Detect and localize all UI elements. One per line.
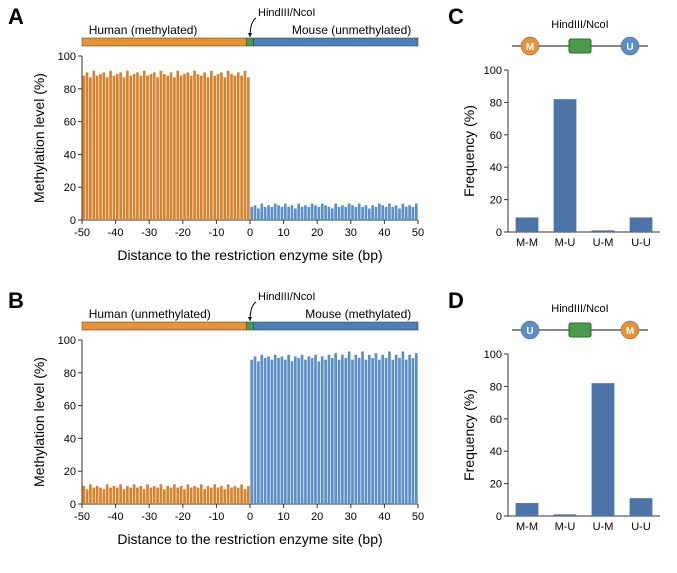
svg-text:U: U [626, 42, 633, 53]
svg-text:40: 40 [490, 162, 502, 174]
svg-text:0: 0 [247, 227, 253, 239]
svg-text:-30: -30 [141, 227, 157, 239]
svg-text:-50: -50 [74, 511, 90, 523]
svg-text:U-U: U-U [631, 237, 651, 249]
svg-text:Mouse (unmethylated): Mouse (unmethylated) [292, 23, 411, 37]
svg-text:Distance to the restriction en: Distance to the restriction enzyme site … [117, 531, 382, 547]
svg-text:30: 30 [345, 511, 357, 523]
svg-text:20: 20 [311, 511, 323, 523]
svg-text:80: 80 [490, 97, 502, 109]
svg-text:100: 100 [58, 335, 76, 347]
svg-text:-20: -20 [175, 511, 191, 523]
svg-text:M: M [526, 42, 534, 53]
svg-text:-40: -40 [108, 511, 124, 523]
svg-text:40: 40 [490, 446, 502, 458]
svg-text:80: 80 [64, 84, 76, 96]
svg-text:Frequency (%): Frequency (%) [461, 389, 477, 481]
svg-text:-10: -10 [208, 511, 224, 523]
svg-text:20: 20 [490, 479, 502, 491]
svg-text:Distance to the restriction en: Distance to the restriction enzyme site … [117, 247, 382, 263]
svg-text:60: 60 [490, 130, 502, 142]
svg-text:M-M: M-M [516, 521, 538, 533]
svg-text:40: 40 [64, 433, 76, 445]
svg-text:HindIII/NcoI: HindIII/NcoI [258, 292, 315, 303]
panel-a-chart: Human (methylated) Mouse (unmethylated) Hi… [28, 8, 428, 268]
svg-text:40: 40 [378, 511, 390, 523]
svg-text:20: 20 [64, 182, 76, 194]
svg-text:-50: -50 [74, 227, 90, 239]
svg-text:-30: -30 [141, 511, 157, 523]
svg-text:0: 0 [247, 511, 253, 523]
svg-text:40: 40 [64, 149, 76, 161]
svg-text:HindIII/NcoI: HindIII/NcoI [551, 303, 608, 315]
panel-b-chart: Human (unmethylated) Mouse (methylated) Hi… [28, 292, 428, 552]
panel-a-label: A [8, 4, 24, 30]
svg-text:100: 100 [58, 51, 76, 63]
panel-c-chart: HindIII/NcoI M U 0 20 40 60 80 100 M-M M-U U-M U-U Fr… [460, 8, 670, 268]
svg-text:Human (unmethylated): Human (unmethylated) [89, 307, 211, 321]
svg-text:30: 30 [345, 227, 357, 239]
svg-text:Frequency (%): Frequency (%) [461, 105, 477, 197]
svg-text:100: 100 [484, 349, 502, 361]
svg-text:50: 50 [412, 511, 424, 523]
svg-text:60: 60 [64, 401, 76, 413]
svg-text:U-M: U-M [593, 521, 614, 533]
svg-text:M-U: M-U [555, 237, 576, 249]
svg-text:0: 0 [496, 227, 502, 239]
svg-text:HindIII/NcoI: HindIII/NcoI [551, 19, 608, 31]
svg-text:10: 10 [277, 511, 289, 523]
svg-text:Mouse (methylated): Mouse (methylated) [305, 307, 411, 321]
svg-text:-20: -20 [175, 227, 191, 239]
svg-text:0: 0 [496, 511, 502, 523]
svg-text:U-U: U-U [631, 521, 651, 533]
svg-text:0: 0 [70, 499, 76, 511]
svg-text:50: 50 [412, 227, 424, 239]
svg-text:Methylation level (%): Methylation level (%) [31, 73, 47, 203]
svg-text:M-M: M-M [516, 237, 538, 249]
svg-text:U-M: U-M [593, 237, 614, 249]
svg-text:60: 60 [490, 414, 502, 426]
panel-d-chart: HindIII/NcoI U M 0 20 40 60 80 100 M-M M-U U-M U-U Fr… [460, 292, 670, 552]
svg-text:Methylation level (%): Methylation level (%) [31, 357, 47, 487]
svg-text:HindIII/NcoI: HindIII/NcoI [258, 8, 315, 19]
panel-b-label: B [8, 288, 24, 314]
svg-text:0: 0 [70, 215, 76, 227]
svg-text:Human (methylated): Human (methylated) [89, 23, 198, 37]
svg-text:-10: -10 [208, 227, 224, 239]
svg-text:100: 100 [484, 65, 502, 77]
svg-text:20: 20 [490, 195, 502, 207]
svg-text:M-U: M-U [555, 521, 576, 533]
svg-text:80: 80 [490, 381, 502, 393]
svg-text:40: 40 [378, 227, 390, 239]
svg-text:10: 10 [277, 227, 289, 239]
svg-text:20: 20 [311, 227, 323, 239]
svg-text:60: 60 [64, 117, 76, 129]
svg-text:20: 20 [64, 466, 76, 478]
svg-text:M: M [626, 326, 634, 337]
svg-text:-40: -40 [108, 227, 124, 239]
svg-text:U: U [526, 326, 533, 337]
svg-text:80: 80 [64, 368, 76, 380]
